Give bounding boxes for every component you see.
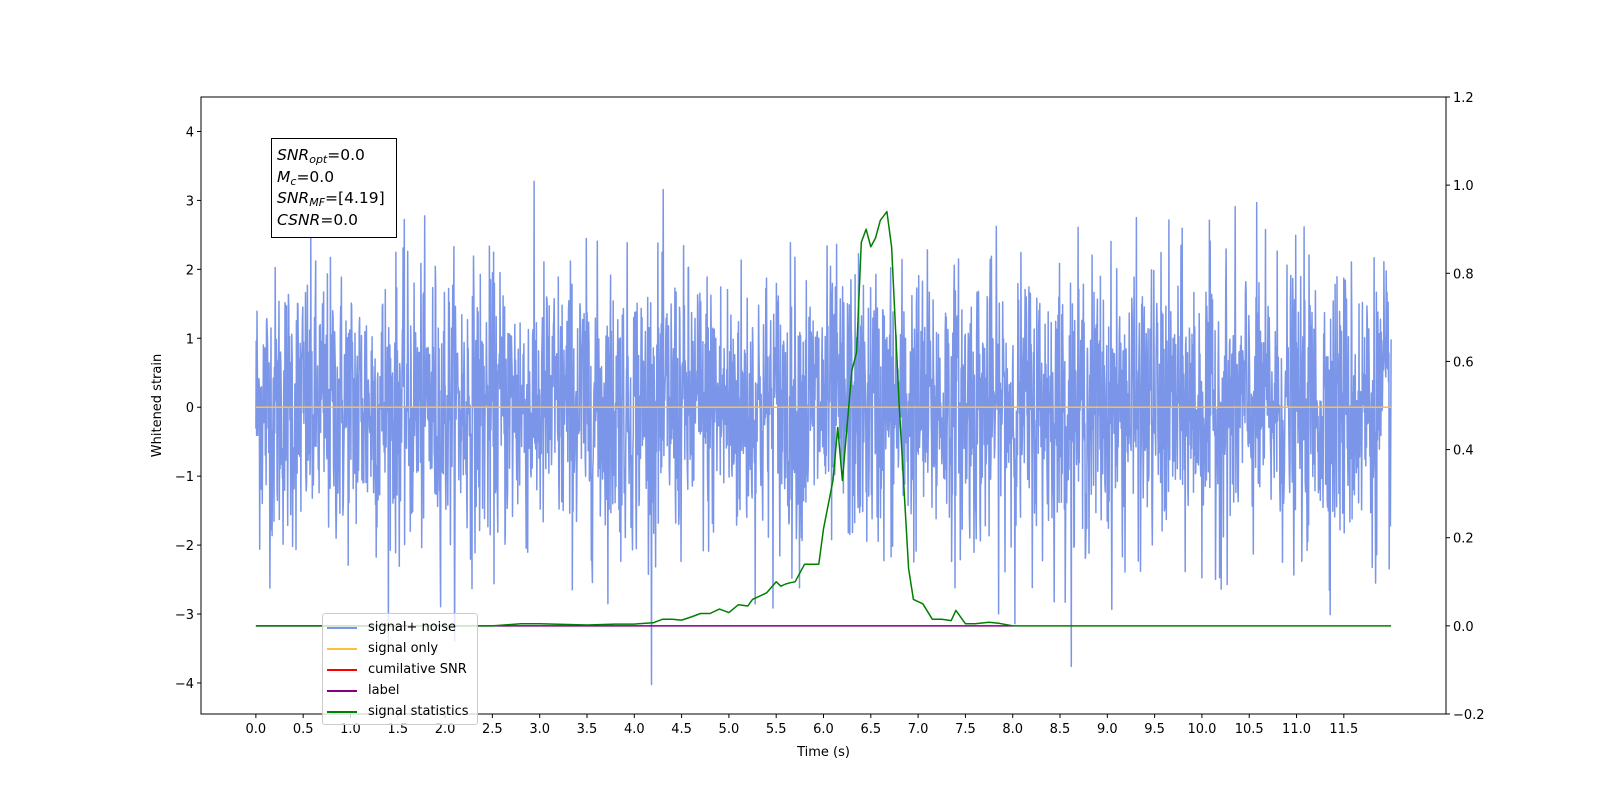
x-tick-label: 10.0 xyxy=(1187,722,1216,737)
x-tick-label: 8.0 xyxy=(1002,722,1023,737)
x-tick-label: 9.0 xyxy=(1097,722,1118,737)
legend-swatch xyxy=(327,626,357,629)
legend-label: cumilative SNR xyxy=(368,662,467,677)
x-tick-label: 1.0 xyxy=(340,722,361,737)
legend-item-label: label xyxy=(327,680,477,701)
x-tick-label: 11.0 xyxy=(1282,722,1311,737)
y-tick-label: 2 xyxy=(186,263,194,278)
legend-item-signal-statistics: signal statistics xyxy=(327,701,477,722)
snr-annotation-box: SNRopt=0.0 Mc=0.0 SNRMF=[4.19] CSNR=0.0 xyxy=(271,138,397,238)
series-signal-statistics xyxy=(255,210,1392,627)
x-tick-label: 9.5 xyxy=(1144,722,1165,737)
legend-item-signal-only: signal only xyxy=(327,638,477,659)
y2-tick-label: 1.2 xyxy=(1453,91,1474,106)
x-tick-label: 3.5 xyxy=(577,722,598,737)
x-tick-label: 5.5 xyxy=(766,722,787,737)
series-signal-noise xyxy=(255,180,1392,686)
legend-item-signal-noise: signal+ noise xyxy=(327,617,477,638)
legend-label: signal+ noise xyxy=(368,620,457,635)
legend-label: signal only xyxy=(368,641,439,656)
annotation-snr-opt: SNRopt=0.0 xyxy=(277,146,365,166)
y-axis-label: Whitened strain xyxy=(150,354,165,457)
y-tick-label: −3 xyxy=(175,608,194,623)
x-tick-label: 3.0 xyxy=(529,722,550,737)
legend-swatch xyxy=(327,668,357,671)
y2-tick-label: 0.4 xyxy=(1453,444,1474,459)
y-tick-label: 0 xyxy=(186,401,194,416)
y-tick-label: −1 xyxy=(175,470,194,485)
y-tick-label: −2 xyxy=(175,539,194,554)
legend-swatch xyxy=(327,710,357,713)
y2-tick-label: 0.0 xyxy=(1453,620,1474,635)
x-tick-label: 2.0 xyxy=(435,722,456,737)
x-tick-label: 4.5 xyxy=(671,722,692,737)
legend-swatch xyxy=(327,647,357,650)
annotation-snr-mf: SNRMF=[4.19] xyxy=(277,189,385,209)
x-tick-label: 7.0 xyxy=(908,722,929,737)
y2-tick-label: 0.2 xyxy=(1453,532,1474,547)
legend-item-cumulative-snr: cumilative SNR xyxy=(327,659,477,680)
x-tick-label: 0.5 xyxy=(293,722,314,737)
legend-swatch xyxy=(327,689,357,692)
y-tick-label: −4 xyxy=(175,677,194,692)
y2-tick-label: −0.2 xyxy=(1453,708,1485,723)
annotation-csnr: CSNR=0.0 xyxy=(277,210,358,229)
x-tick-label: 0.0 xyxy=(246,722,267,737)
x-tick-label: 11.5 xyxy=(1329,722,1358,737)
x-tick-label: 2.5 xyxy=(482,722,503,737)
x-tick-label: 10.5 xyxy=(1235,722,1264,737)
y2-tick-label: 0.8 xyxy=(1453,267,1474,282)
legend-label: signal statistics xyxy=(368,704,469,719)
x-tick-label: 6.5 xyxy=(860,722,881,737)
plot-area: 0.0 0.5 1.0 1.5 2.0 2.5 3.0 3.5 4.0 4.5 5.0 5.5 6.0 6… xyxy=(150,91,1485,760)
y-tick-label: 1 xyxy=(186,332,194,347)
x-tick-label: 6.0 xyxy=(813,722,834,737)
x-tick-label: 8.5 xyxy=(1050,722,1071,737)
x-tick-label: 7.5 xyxy=(955,722,976,737)
legend-label: label xyxy=(368,683,400,698)
annotation-chirp-mass: Mc=0.0 xyxy=(277,167,335,188)
x-tick-label: 1.5 xyxy=(387,722,408,737)
y2-tick-label: 1.0 xyxy=(1453,179,1474,194)
y-tick-label: 4 xyxy=(186,125,194,140)
x-tick-label: 4.0 xyxy=(624,722,645,737)
y-tick-label: 3 xyxy=(186,194,194,209)
legend: signal+ noise signal only cumilative SNR… xyxy=(322,613,478,725)
x-tick-label: 5.0 xyxy=(719,722,740,737)
y2-tick-label: 0.6 xyxy=(1453,355,1474,370)
x-axis-label: Time (s) xyxy=(796,745,850,760)
